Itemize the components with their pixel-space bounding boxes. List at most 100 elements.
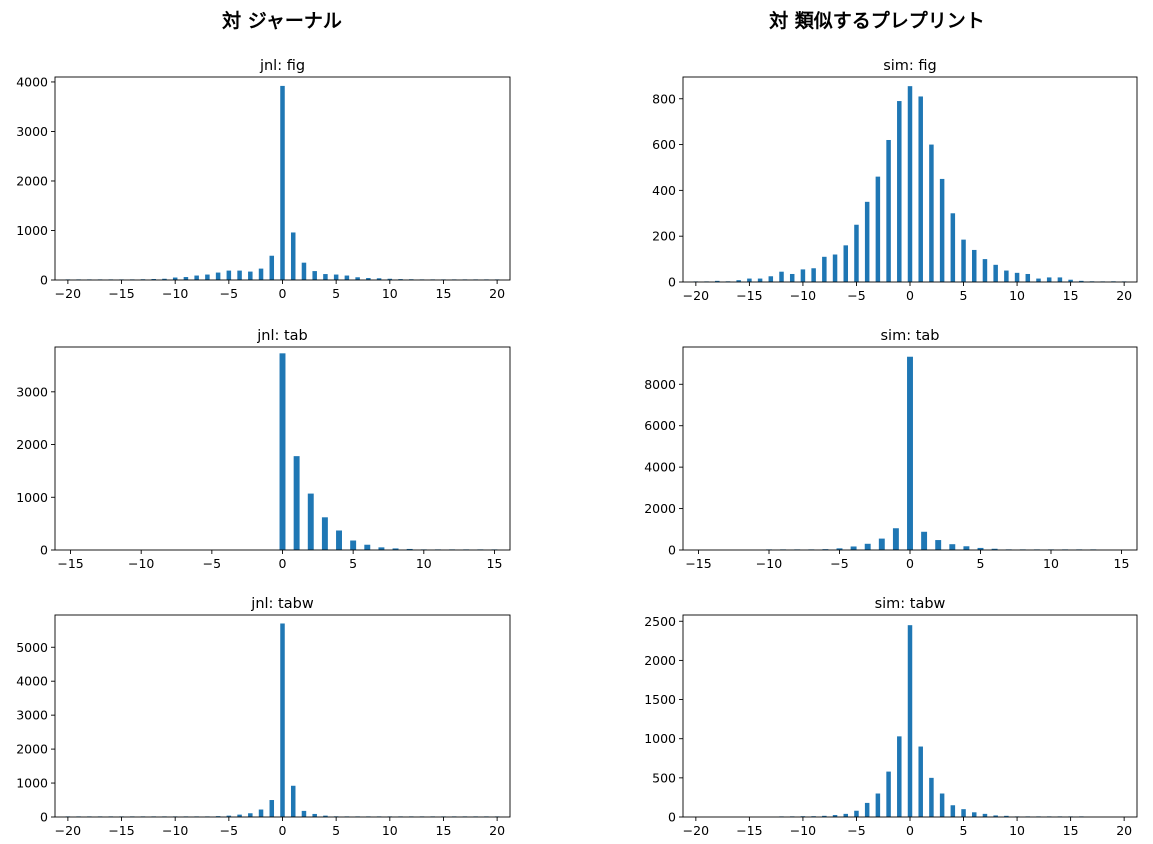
bar <box>323 815 328 817</box>
bar <box>850 546 857 550</box>
bar <box>854 810 859 817</box>
x-tick-label: 10 <box>1009 823 1025 838</box>
bar <box>886 139 891 282</box>
x-tick-label: −20 <box>683 288 709 303</box>
bar <box>301 810 307 817</box>
y-tick-label: 5000 <box>16 640 48 655</box>
bar <box>205 274 210 280</box>
subplot-3: −15 −10 −5 0 5 10 15 0 2000 4000 6000 8000 sim: tab <box>644 328 1138 571</box>
x-tick-label: −15 <box>108 823 134 838</box>
bar <box>963 546 970 550</box>
bar <box>307 493 314 550</box>
bar <box>843 245 849 282</box>
bar <box>800 269 806 282</box>
x-tick-label: 10 <box>382 823 398 838</box>
x-tick-label: 15 <box>1114 556 1130 571</box>
bar <box>344 275 350 280</box>
bar <box>364 544 371 550</box>
y-tick-label: 4000 <box>644 460 676 475</box>
bar <box>864 201 870 282</box>
x-tick-label: −20 <box>683 823 709 838</box>
column-title-journal: 対 ジャーナル <box>222 10 342 32</box>
x-tick-label: 20 <box>489 823 505 838</box>
x-tick-label: 20 <box>489 286 505 301</box>
bar <box>301 262 307 280</box>
bar <box>715 280 720 282</box>
bar <box>921 531 928 550</box>
bar <box>237 270 242 280</box>
y-tick-label: 0 <box>40 543 48 558</box>
bar <box>993 264 998 282</box>
bar <box>1025 273 1031 282</box>
bar <box>971 249 977 282</box>
y-tick-label: 2000 <box>16 742 48 757</box>
bar <box>290 232 296 280</box>
y-tick-label: 400 <box>652 183 676 198</box>
subplot-4: −20 −15 −10 −5 0 5 10 15 20 0 1000 2000 3000 4000 5000… <box>16 596 511 838</box>
y-tick-label: 2000 <box>644 501 676 516</box>
bar <box>194 275 199 280</box>
bar <box>854 224 859 282</box>
bar <box>376 278 382 280</box>
x-tick-label: 10 <box>1009 288 1025 303</box>
bar <box>949 544 956 550</box>
subplot-title: jnl: tab <box>256 328 308 344</box>
bar <box>779 271 784 282</box>
x-tick-label: −10 <box>756 556 782 571</box>
bar <box>280 623 285 817</box>
x-tick-label: −5 <box>220 286 238 301</box>
y-tick-label: 0 <box>40 273 48 288</box>
bar <box>312 813 317 817</box>
x-tick-label: −5 <box>203 556 221 571</box>
bar <box>1057 277 1063 282</box>
x-tick-label: −15 <box>685 556 711 571</box>
bar <box>907 86 913 282</box>
x-tick-label: 5 <box>332 286 340 301</box>
subplot-title: jnl: fig <box>259 58 305 74</box>
bar <box>929 144 934 282</box>
x-tick-label: 0 <box>279 556 287 571</box>
bar <box>350 540 357 550</box>
bar <box>151 279 156 280</box>
y-tick-label: 4000 <box>16 74 48 89</box>
bar <box>768 276 774 282</box>
bar <box>878 538 885 550</box>
x-tick-label: 5 <box>960 288 968 303</box>
bar <box>183 277 189 280</box>
subplot-5: −20 −15 −10 −5 0 5 10 15 20 0 500 1000 1500 2000 2500 s… <box>644 596 1138 838</box>
bar <box>993 815 998 817</box>
x-tick-label: 5 <box>349 556 357 571</box>
y-tick-label: 3000 <box>16 384 48 399</box>
bar <box>929 777 934 817</box>
bar <box>897 101 902 282</box>
y-tick-label: 1000 <box>16 490 48 505</box>
x-tick-label: 5 <box>960 823 968 838</box>
subplot-title: sim: fig <box>883 58 937 74</box>
bar <box>961 809 966 817</box>
y-tick-label: 1000 <box>644 731 676 746</box>
x-tick-label: −10 <box>790 823 816 838</box>
x-tick-label: 10 <box>416 556 432 571</box>
bar <box>950 805 956 817</box>
x-tick-label: −5 <box>220 823 238 838</box>
x-tick-label: 10 <box>382 286 398 301</box>
bar <box>971 812 977 817</box>
y-tick-label: 2500 <box>644 614 676 629</box>
bar <box>822 256 827 282</box>
bar <box>892 528 899 550</box>
y-tick-label: 3000 <box>16 708 48 723</box>
x-tick-label: 0 <box>279 823 287 838</box>
x-tick-label: 15 <box>1063 823 1079 838</box>
bar <box>215 272 221 280</box>
bar <box>248 271 253 280</box>
y-tick-label: 4000 <box>16 674 48 689</box>
bar <box>757 278 763 282</box>
bar <box>280 85 285 280</box>
bar <box>991 548 998 550</box>
bar <box>907 356 913 550</box>
bar <box>248 813 253 817</box>
bar <box>747 278 752 282</box>
bar <box>736 280 741 282</box>
